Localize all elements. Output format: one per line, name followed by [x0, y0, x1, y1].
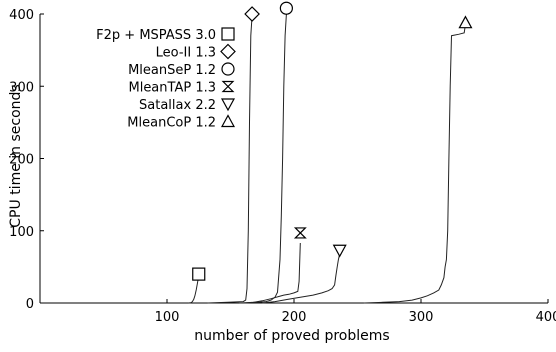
axes	[39, 14, 548, 304]
legend-marker-2	[220, 43, 236, 60]
x-tick-label: 300	[409, 310, 434, 325]
x-tick-label: 100	[155, 310, 180, 325]
legend-label: F2p + MSPASS 3.0	[96, 28, 216, 43]
y-tick-label: 400	[9, 8, 34, 23]
x-axis-label: number of proved problems	[194, 328, 389, 344]
series-marker-2	[244, 6, 260, 22]
legend-marker-6	[220, 114, 236, 128]
legend-label: MleanCoP 1.2	[127, 116, 216, 131]
legend-marker-3	[221, 62, 235, 76]
legend-label: MleanTAP 1.3	[128, 81, 216, 96]
series-line-1	[188, 275, 200, 304]
legend-label: Satallax 2.2	[139, 98, 216, 113]
series-line-3	[239, 13, 287, 304]
x-tick-label: 400	[536, 310, 556, 325]
legend-label: Leo-II 1.3	[156, 46, 216, 61]
legend-label: MleanSeP 1.2	[128, 63, 216, 78]
y-tick-label: 300	[9, 80, 34, 95]
series-lines	[188, 13, 466, 304]
series-line-4	[243, 242, 301, 304]
legend-marker-1	[221, 27, 235, 41]
series-marker-6	[458, 15, 473, 29]
y-tick-label: 200	[9, 153, 34, 168]
legend-marker-4	[221, 80, 235, 93]
series-markers	[192, 1, 473, 281]
y-tick-label: 100	[9, 225, 34, 240]
y-tick-label: 0	[26, 297, 34, 312]
x-tick-label: 200	[282, 310, 307, 325]
series-marker-1	[192, 267, 206, 281]
series-marker-4	[293, 227, 307, 239]
series-line-2	[207, 15, 253, 304]
tick-labels: 100 200 300 400 0 100 200 300 400	[9, 8, 556, 325]
series-line-6	[363, 24, 466, 304]
series-marker-5	[332, 244, 347, 258]
legend: F2p + MSPASS 3.0 Leo-II 1.3 MleanSeP 1.2 Ml…	[96, 27, 236, 131]
series-marker-3	[279, 1, 293, 15]
series-line-5	[262, 253, 341, 304]
y-axis-label: CPU time in seconds	[8, 84, 24, 227]
legend-marker-5	[220, 98, 236, 112]
